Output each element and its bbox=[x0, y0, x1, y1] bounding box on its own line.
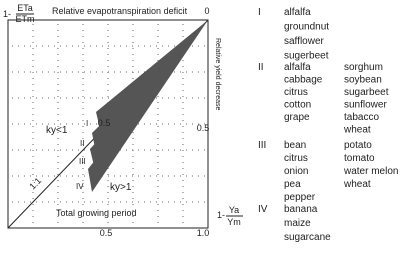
crop-name: tabacco bbox=[344, 112, 379, 123]
crop-name: wheat bbox=[343, 125, 371, 136]
group-numeral: II bbox=[258, 62, 264, 73]
y-axis-denominator: ETm bbox=[16, 14, 35, 24]
crop-name: citrus bbox=[284, 153, 308, 164]
crop-name: sugerbeet bbox=[284, 51, 329, 62]
crop-name: sugarbeet bbox=[344, 87, 389, 98]
crop-name: sugarcane bbox=[284, 232, 331, 243]
wedge-label: I bbox=[86, 119, 88, 128]
crop-name: pea bbox=[284, 179, 301, 190]
wedge bbox=[90, 20, 208, 166]
right-tick: 1.0 bbox=[197, 228, 210, 238]
top-tick: 0 bbox=[204, 6, 209, 16]
line-label: 1:1 bbox=[27, 175, 43, 191]
right-tick: 0.5 bbox=[197, 123, 210, 133]
group-numeral: IV bbox=[258, 204, 268, 215]
grid bbox=[12, 24, 206, 226]
crop-name: citrus bbox=[284, 87, 308, 98]
crop-name: tomato bbox=[344, 153, 375, 164]
wedge-label: III bbox=[79, 157, 86, 166]
region-label: ky>1 bbox=[110, 182, 132, 193]
group-numeral: III bbox=[258, 140, 266, 151]
crop-name: banana bbox=[284, 204, 318, 215]
wedge-label: II bbox=[80, 139, 84, 148]
y-axis-prefix: 1- bbox=[3, 9, 11, 19]
top-label: Relative evapotranspiration deficit bbox=[52, 6, 188, 16]
crop-name: cabbage bbox=[284, 75, 323, 86]
x-axis-prefix: 1- bbox=[217, 210, 225, 220]
crop-name: soybean bbox=[344, 75, 382, 86]
x-axis-numerator: Ya bbox=[229, 205, 239, 215]
wedge bbox=[88, 20, 208, 192]
crop-name: alfalfa bbox=[284, 62, 311, 73]
crop-name: alfalfa bbox=[284, 7, 311, 18]
crop-name: wheat bbox=[343, 179, 371, 190]
crop-name: sunflower bbox=[344, 100, 387, 111]
wedge-label: IV bbox=[76, 182, 84, 191]
crop-name: potato bbox=[344, 140, 372, 151]
crop-name: sorghum bbox=[344, 62, 383, 73]
crop-name: groundnut bbox=[284, 22, 329, 33]
crop-name: safflower bbox=[284, 36, 325, 47]
inner-tick: 0.5 bbox=[98, 118, 111, 128]
y-axis-numerator: ETa bbox=[17, 3, 33, 13]
crop-name: onion bbox=[284, 166, 308, 177]
x-axis-denominator: Ym bbox=[227, 217, 241, 227]
crop-name: pepper bbox=[284, 192, 316, 203]
group-numeral: I bbox=[258, 7, 261, 18]
crop-name: bean bbox=[284, 140, 306, 151]
crop-name: grape bbox=[284, 112, 310, 123]
crop-name: water melon bbox=[343, 166, 398, 177]
crop-name: cotton bbox=[284, 100, 311, 111]
period-label: Total growing period bbox=[56, 208, 137, 218]
region-label: ky<1 bbox=[46, 125, 68, 136]
right-label: Relative yield decrease bbox=[214, 38, 221, 110]
bottom-tick: 0.5 bbox=[100, 228, 113, 238]
wedges bbox=[88, 20, 208, 192]
plot-frame bbox=[7, 19, 209, 229]
crop-name: maize bbox=[284, 218, 311, 229]
